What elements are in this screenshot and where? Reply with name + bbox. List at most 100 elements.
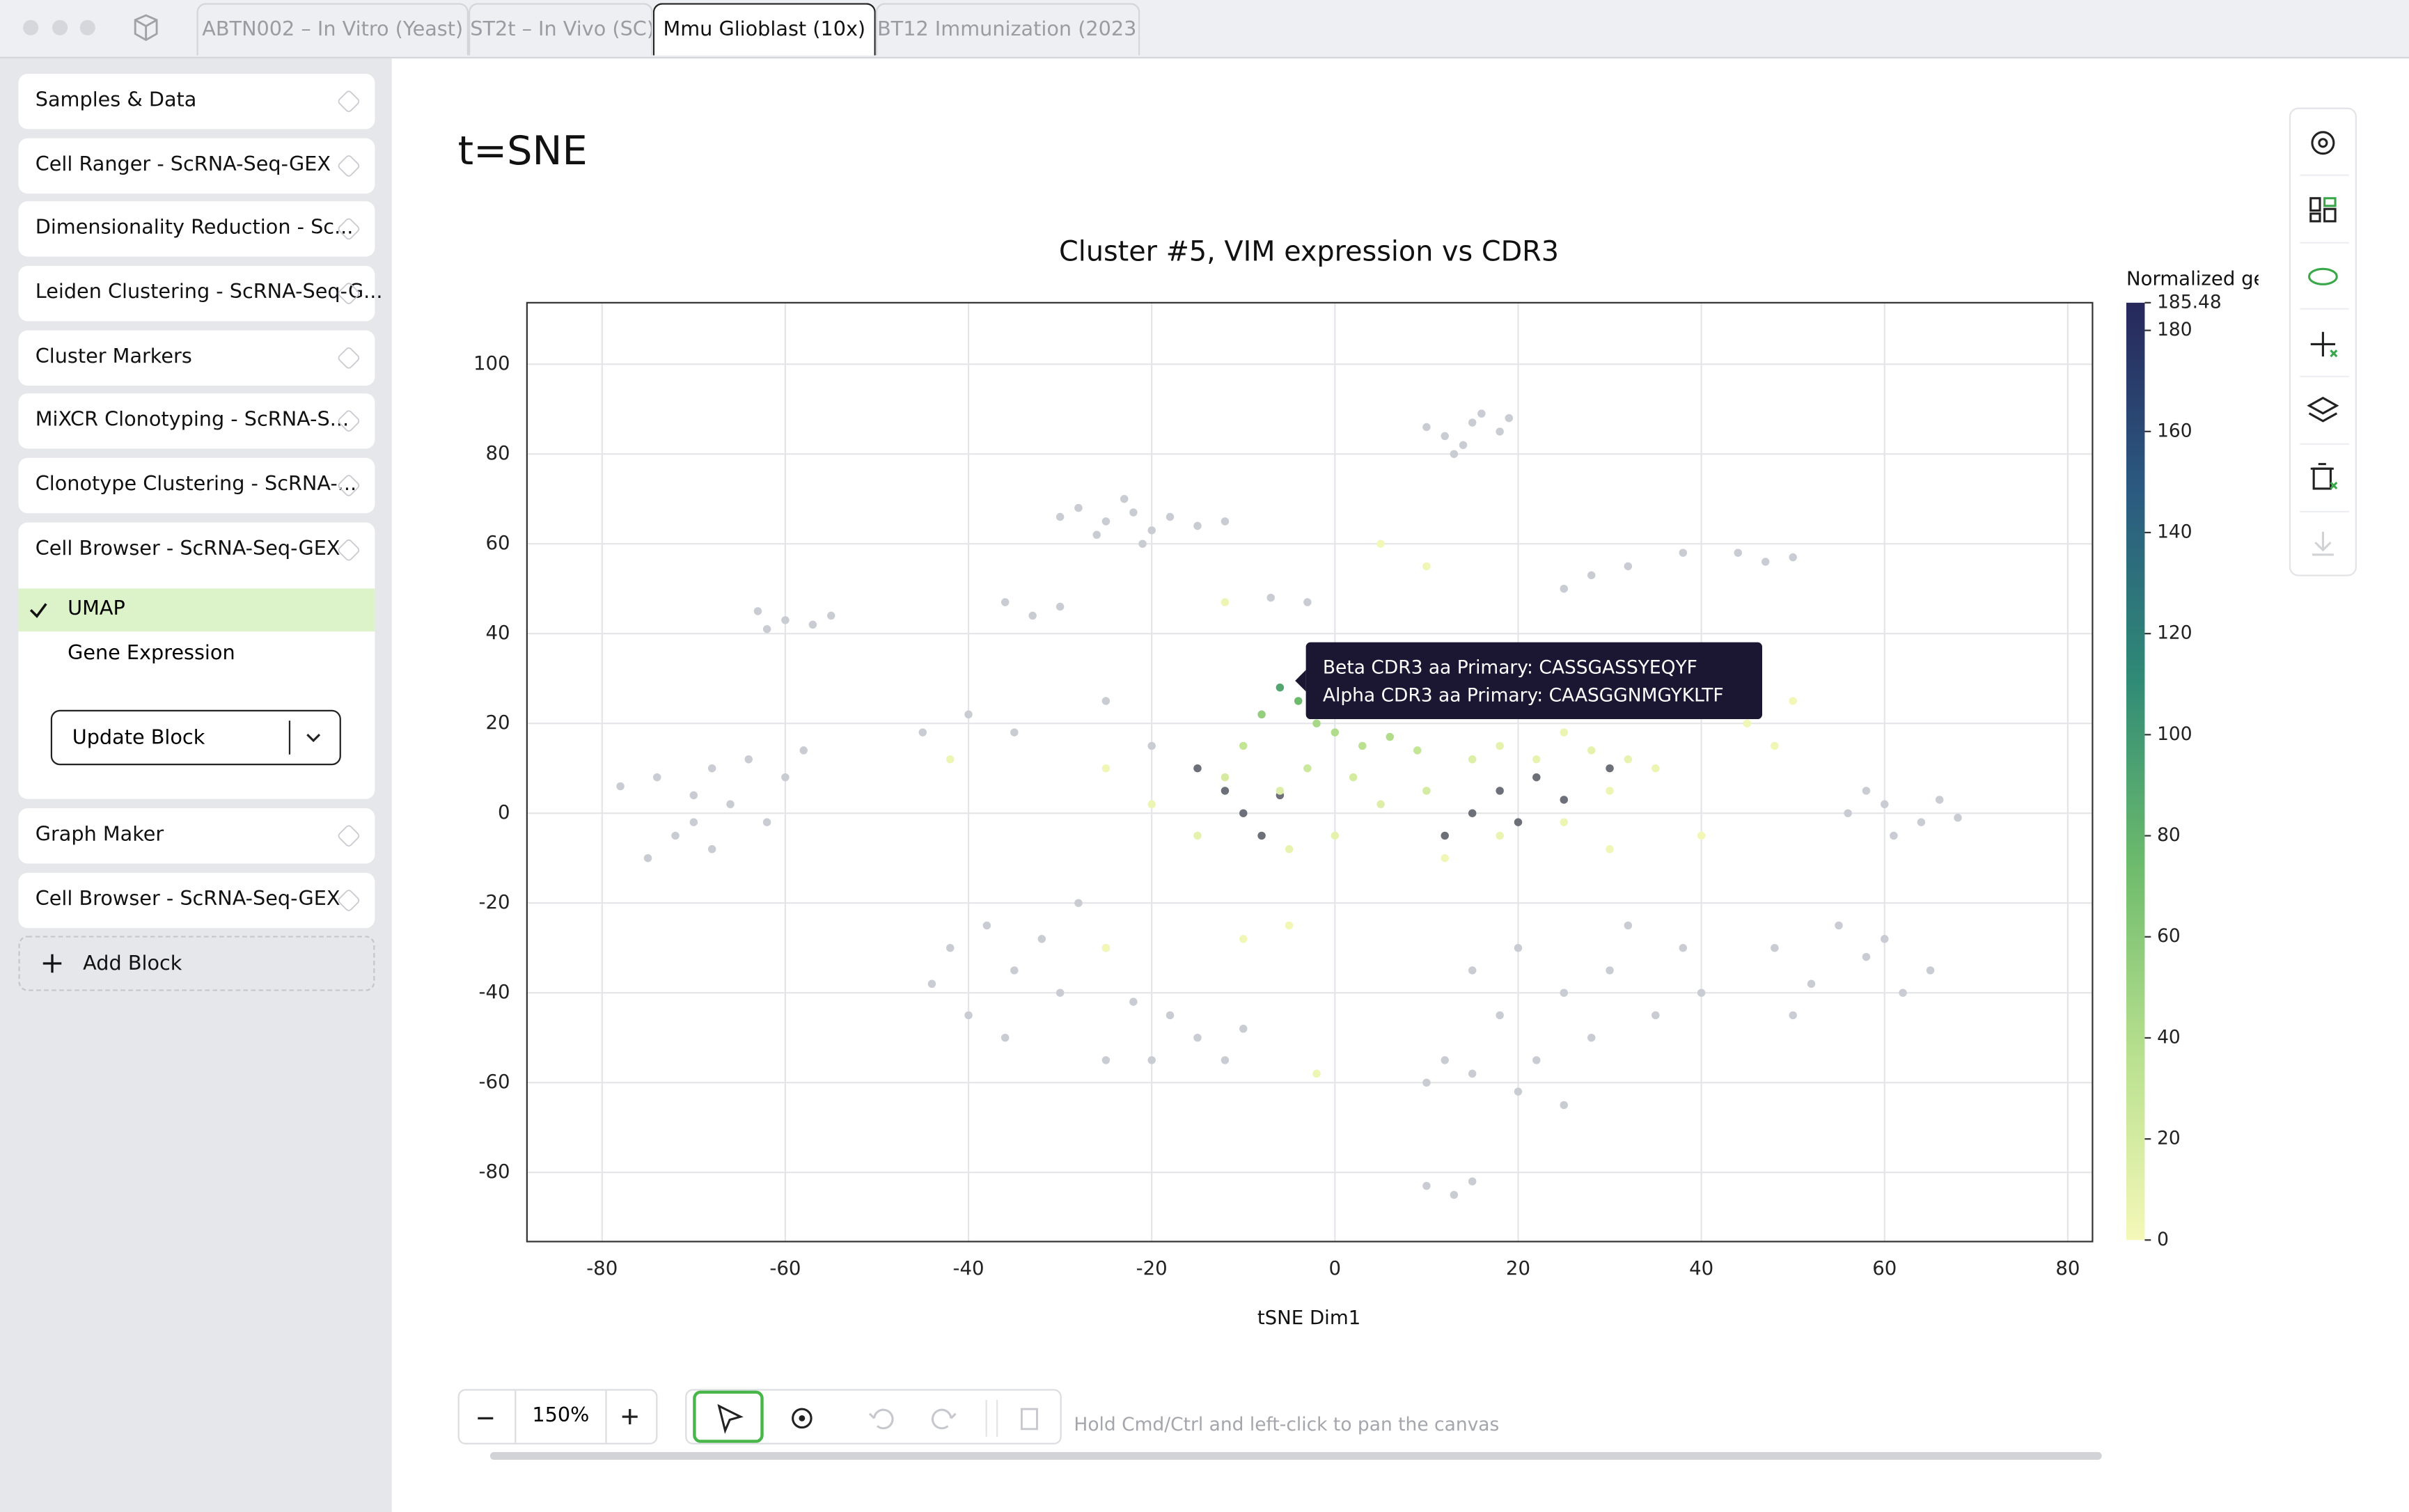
point	[1789, 1011, 1797, 1020]
point	[1010, 728, 1019, 737]
point	[945, 755, 955, 764]
tooltip-line: Alpha CDR3 aa Primary: CAASGGNMGYKLTF	[1323, 684, 1724, 706]
point	[1001, 1033, 1010, 1042]
point	[1221, 517, 1230, 526]
scrollbar[interactable]	[489, 1451, 2102, 1460]
colorbar-tick-label: 185.48	[2157, 291, 2222, 313]
point	[1441, 432, 1449, 441]
y-tick-label: 0	[498, 801, 510, 824]
point	[1450, 450, 1459, 458]
zoom-in[interactable]	[619, 1406, 641, 1428]
block[interactable]: Clonotype Clustering - ScRNA-...	[18, 457, 375, 514]
point	[1679, 943, 1688, 952]
point	[1074, 899, 1083, 907]
point	[1899, 989, 1907, 997]
sub-item[interactable]: Gene Expression	[68, 642, 235, 666]
block[interactable]: Dimensionality Reduction - Sc...	[18, 201, 375, 257]
block[interactable]: Cell Ranger - ScRNA-Seq-GEX	[18, 138, 375, 194]
y-tick-label: -40	[479, 980, 510, 1003]
y-tick-label: 80	[486, 441, 510, 464]
block[interactable]: Cell Browser - ScRNA-Seq-GEX	[18, 872, 375, 929]
point	[1101, 697, 1111, 705]
point	[1147, 526, 1156, 535]
point	[1303, 598, 1312, 606]
update-button[interactable]: Update Block	[50, 709, 341, 766]
select-tool[interactable]	[693, 1390, 764, 1443]
block[interactable]: Graph Maker	[18, 808, 375, 864]
colorbar-tick-label: 180	[2157, 319, 2192, 340]
point	[1468, 809, 1477, 817]
colorbar-tick-label: 60	[2157, 925, 2181, 947]
top-bar	[0, 0, 2409, 58]
point	[1221, 598, 1230, 606]
add-block[interactable]: Add Block	[18, 936, 375, 991]
colorbar-tick-label: 80	[2157, 824, 2181, 846]
point	[1193, 1033, 1202, 1042]
point	[1807, 979, 1816, 989]
point	[1606, 845, 1614, 853]
block[interactable]: Cell Browser - ScRNA-Seq-GEX	[18, 522, 375, 577]
point	[1193, 521, 1202, 530]
point	[1037, 935, 1046, 943]
point	[1917, 818, 1926, 826]
right-toolbar	[2289, 107, 2357, 576]
point	[1761, 558, 1770, 566]
point	[1587, 1033, 1596, 1042]
colorbar	[2126, 302, 2145, 1241]
lasso-tool[interactable]	[779, 1400, 825, 1437]
block[interactable]: Cluster Markers	[18, 330, 375, 386]
point	[1743, 719, 1752, 727]
point	[1441, 853, 1449, 863]
point	[744, 755, 753, 764]
point	[1734, 549, 1742, 557]
point	[1422, 787, 1431, 795]
tab[interactable]: Mmu Glioblast (10x)	[652, 3, 876, 56]
tooltip-pointer	[1295, 670, 1306, 692]
point	[1468, 966, 1477, 975]
point	[1166, 1011, 1175, 1020]
point	[1835, 921, 1843, 930]
y-tick-label: 20	[486, 711, 510, 734]
x-tick-label: 40	[1689, 1257, 1713, 1279]
block[interactable]: Leiden Clustering - ScRNA-Seq-G...	[18, 265, 383, 322]
point	[1413, 746, 1422, 755]
point	[1166, 512, 1175, 521]
block[interactable]: MiXCR Clonotyping - ScRNA-S...	[18, 393, 375, 449]
tab[interactable]: ABTN002 – In Vitro (Yeast)	[196, 3, 469, 56]
point	[1010, 966, 1019, 975]
point	[1101, 943, 1111, 952]
sub-item[interactable]: UMAP	[68, 597, 125, 621]
point	[1532, 755, 1541, 764]
zoom-value: 150%	[515, 1390, 607, 1443]
point	[1514, 818, 1523, 826]
tab[interactable]: BT12 Immunization (2023)	[875, 3, 1140, 56]
block-label: Cell Browser - ScRNA-Seq-GEX	[35, 537, 340, 561]
tab[interactable]: ST2t – In Vivo (SC)	[469, 3, 653, 56]
point	[1532, 1056, 1541, 1064]
point	[927, 979, 936, 989]
point	[1560, 584, 1569, 593]
point	[1312, 719, 1321, 727]
zoom-out[interactable]	[475, 1408, 496, 1429]
block[interactable]: Samples & Data	[18, 73, 375, 129]
point	[1624, 921, 1633, 930]
point	[808, 620, 817, 629]
point	[1496, 1011, 1504, 1020]
point	[1001, 598, 1010, 606]
point	[1496, 831, 1504, 840]
y-tick-label: -60	[479, 1070, 510, 1093]
point	[1028, 611, 1037, 620]
point	[1560, 1101, 1569, 1110]
point	[781, 616, 790, 624]
point	[1441, 1056, 1449, 1064]
colorbar-tick-label: 40	[2157, 1026, 2181, 1048]
point	[1147, 1056, 1156, 1064]
point	[1606, 787, 1614, 795]
point	[964, 1011, 973, 1020]
y-tick-label: 40	[486, 621, 510, 644]
point	[1771, 943, 1779, 952]
point	[1468, 418, 1477, 427]
point	[1771, 741, 1779, 750]
point	[1624, 562, 1633, 571]
